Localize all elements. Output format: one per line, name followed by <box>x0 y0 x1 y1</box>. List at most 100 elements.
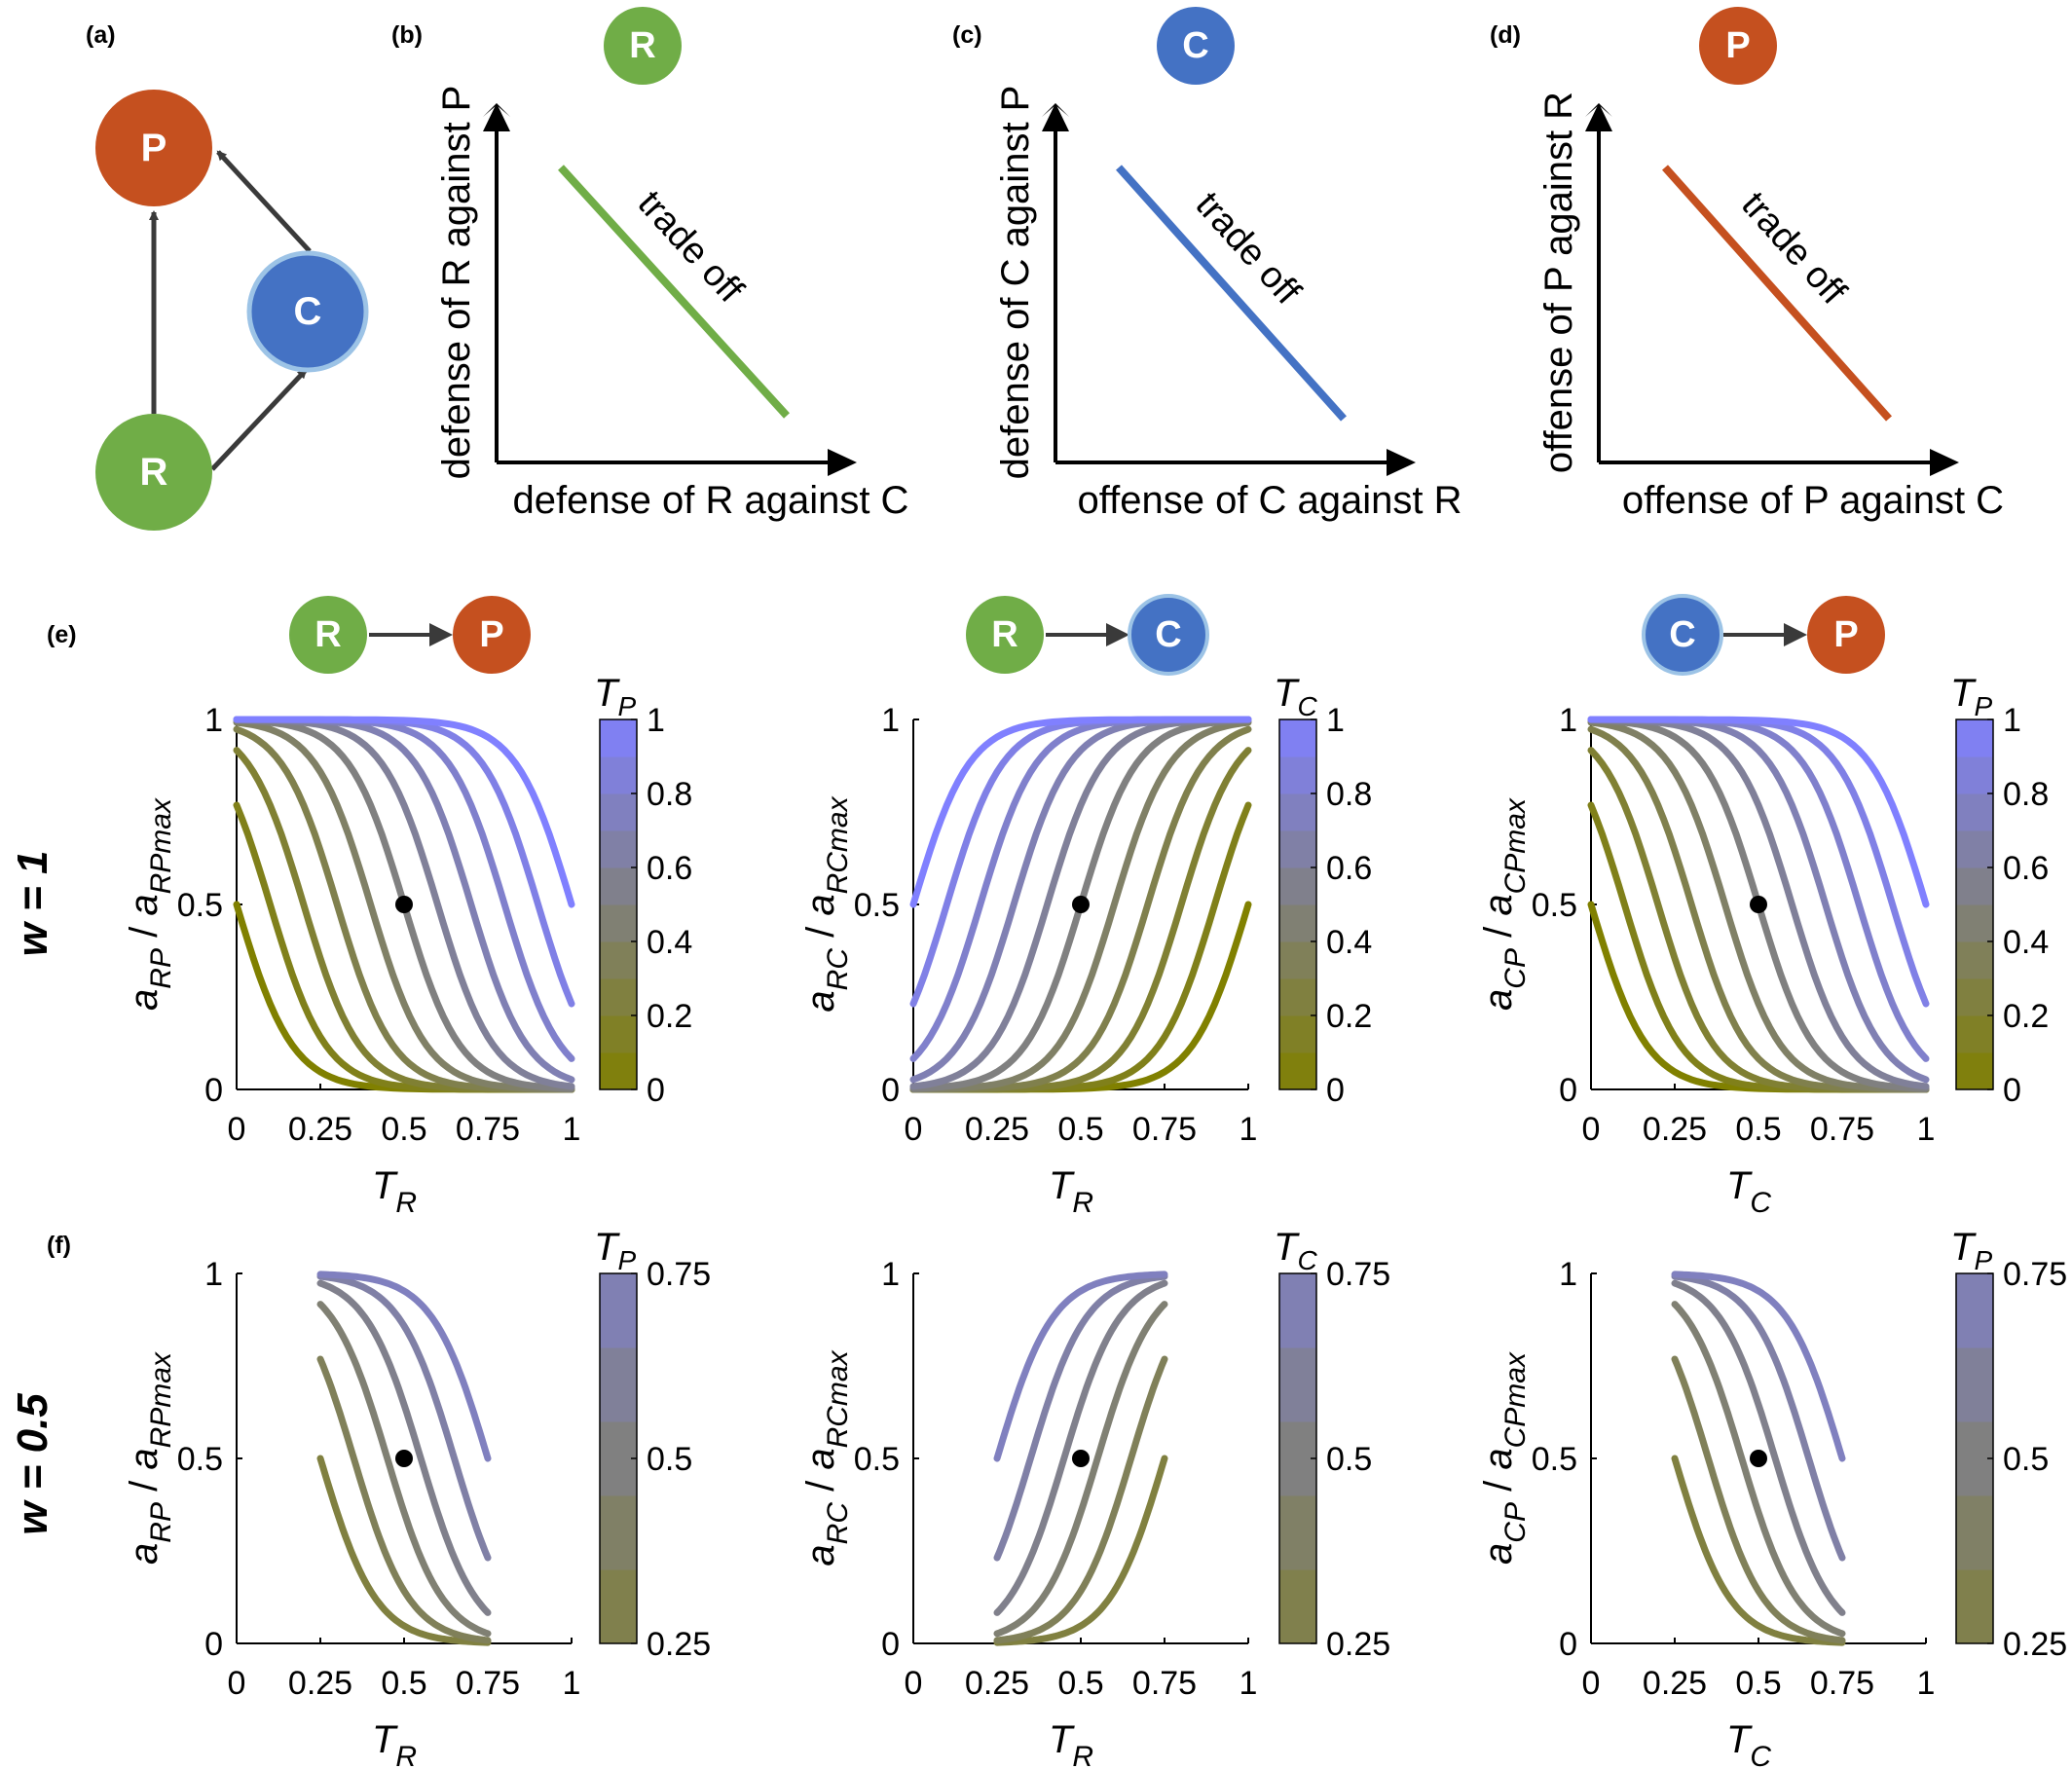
tradeoff-node-label: C <box>1182 25 1208 66</box>
x-axis-title: TC <box>1726 1718 1771 1769</box>
y-title-num-sub: CP <box>1499 948 1532 989</box>
colorbar-tick-label: 0.8 <box>647 776 692 813</box>
tradeoff-y-arrow <box>1585 103 1612 131</box>
node-p-label: P <box>141 127 167 169</box>
series-line <box>993 1301 1168 1638</box>
tradeoff-node-label: R <box>629 25 655 66</box>
colorbar-band <box>1956 978 1993 1016</box>
y-axis-title: aCP / aCPmax <box>1477 1351 1532 1565</box>
x-tick-label: 0.75 <box>1132 1111 1197 1148</box>
x-tick-label: 0.25 <box>965 1111 1029 1148</box>
colorbar-frame <box>1955 719 1994 1090</box>
colorbar-tick-label: 0.75 <box>647 1256 711 1293</box>
x-tick-label: 0.25 <box>1643 1111 1707 1148</box>
y-title-num-sub: RC <box>822 1502 854 1545</box>
x-tick-label: 0.75 <box>456 1665 520 1702</box>
colorbar-band <box>1956 1347 1993 1422</box>
colorbar-title: TC <box>1274 1226 1317 1275</box>
series-line <box>993 1279 1168 1616</box>
tradeoff-annotation: trade off <box>630 183 752 311</box>
colorbar-tick-label: 1 <box>2003 702 2021 739</box>
colorbar-tick-label: 0 <box>2003 1072 2021 1109</box>
colorbar-band <box>600 904 637 942</box>
colorbar-band <box>600 941 637 979</box>
y-axis-title: aRP / aRPmax <box>123 797 177 1011</box>
tradeoff-line <box>1116 165 1347 422</box>
x-tick-label: 0.5 <box>1735 1665 1781 1702</box>
series-line <box>1671 1279 1846 1616</box>
colorbar-frame <box>1278 719 1317 1090</box>
x-tick-label: 0 <box>1582 1665 1601 1702</box>
colorbar-tick-label: 0.5 <box>647 1441 692 1478</box>
x-axis-title-sub: R <box>395 1187 417 1219</box>
interaction-node-p <box>453 596 531 674</box>
tradeoff-node-label: P <box>1725 25 1750 66</box>
series-line <box>1671 1455 1846 1646</box>
colorbar-title-sub: P <box>617 691 636 721</box>
colorbar-band <box>1956 1015 1993 1053</box>
colorbar-band <box>1956 941 1993 979</box>
x-tick-label: 0.5 <box>381 1111 426 1148</box>
colorbar-band <box>1279 793 1316 831</box>
node-r <box>95 414 212 531</box>
series-line <box>1671 1355 1846 1644</box>
y-tick-label: 0.5 <box>1532 1441 1577 1478</box>
tradeoff-y-arrow <box>1042 103 1069 131</box>
equilibrium-marker <box>1072 1450 1090 1467</box>
tradeoff-ylabel: offense of P against R <box>1537 92 1580 473</box>
y-tick-label: 0.5 <box>854 1441 900 1478</box>
x-tick-label: 1 <box>1240 1665 1258 1702</box>
colorbar-band <box>1956 1569 1993 1644</box>
y-title-den: a <box>123 1448 166 1469</box>
colorbar-band <box>1279 1569 1316 1644</box>
x-tick-label: 0.5 <box>1735 1111 1781 1148</box>
colorbar-band <box>600 1347 637 1422</box>
colorbar-tick-label: 0.6 <box>2003 850 2049 887</box>
colorbar-band <box>1279 867 1316 905</box>
x-axis-title: TR <box>372 1718 417 1769</box>
panel-label-a: (a) <box>86 21 116 49</box>
y-title-slash: / <box>123 1470 166 1502</box>
x-tick-label: 0 <box>228 1111 246 1148</box>
x-axis-title: TR <box>372 1164 417 1219</box>
y-title-den-sub: RCmax <box>822 795 854 894</box>
colorbar-tick-label: 0.8 <box>2003 776 2049 813</box>
colorbar-band <box>600 1273 637 1348</box>
x-tick-label: 1 <box>1917 1665 1936 1702</box>
x-tick-label: 0 <box>905 1111 923 1148</box>
colorbar-band <box>1279 1052 1316 1090</box>
x-axis-title: TC <box>1726 1164 1771 1219</box>
row-label-w1: w = 1 <box>9 851 56 957</box>
colorbar-tick-label: 0.2 <box>647 998 692 1035</box>
colorbar-title-sub: C <box>1297 691 1317 721</box>
colorbar-band <box>600 1421 637 1496</box>
colorbar-title: TP <box>1950 672 1992 721</box>
y-title-slash: / <box>799 1470 842 1502</box>
x-tick-label: 1 <box>1240 1111 1258 1148</box>
colorbar-frame <box>599 719 638 1090</box>
tradeoff-annotation: trade off <box>1733 184 1854 313</box>
series-line <box>316 1355 492 1644</box>
y-axis-title: aRP / aRPmax <box>123 1351 177 1565</box>
colorbar-band <box>1279 1347 1316 1422</box>
colorbar-tick-label: 0.75 <box>1326 1256 1390 1293</box>
x-tick-label: 0 <box>228 1665 246 1702</box>
tradeoff-node-p <box>1699 7 1777 85</box>
y-title-num: a <box>1477 989 1520 1011</box>
x-tick-label: 1 <box>1917 1111 1936 1148</box>
panel-label-e: (e) <box>47 621 77 648</box>
x-axis-title-sub: R <box>1072 1187 1093 1219</box>
y-tick-label: 0.5 <box>177 1441 223 1478</box>
y-tick-label: 1 <box>204 1256 223 1293</box>
colorbar-tick-label: 0.6 <box>647 850 692 887</box>
node-p <box>95 90 212 206</box>
interaction-node-label: P <box>1833 614 1858 655</box>
colorbar-band <box>1956 1495 1993 1570</box>
x-tick-label: 0.75 <box>1132 1665 1197 1702</box>
x-axis-title-sub: R <box>1072 1741 1093 1769</box>
